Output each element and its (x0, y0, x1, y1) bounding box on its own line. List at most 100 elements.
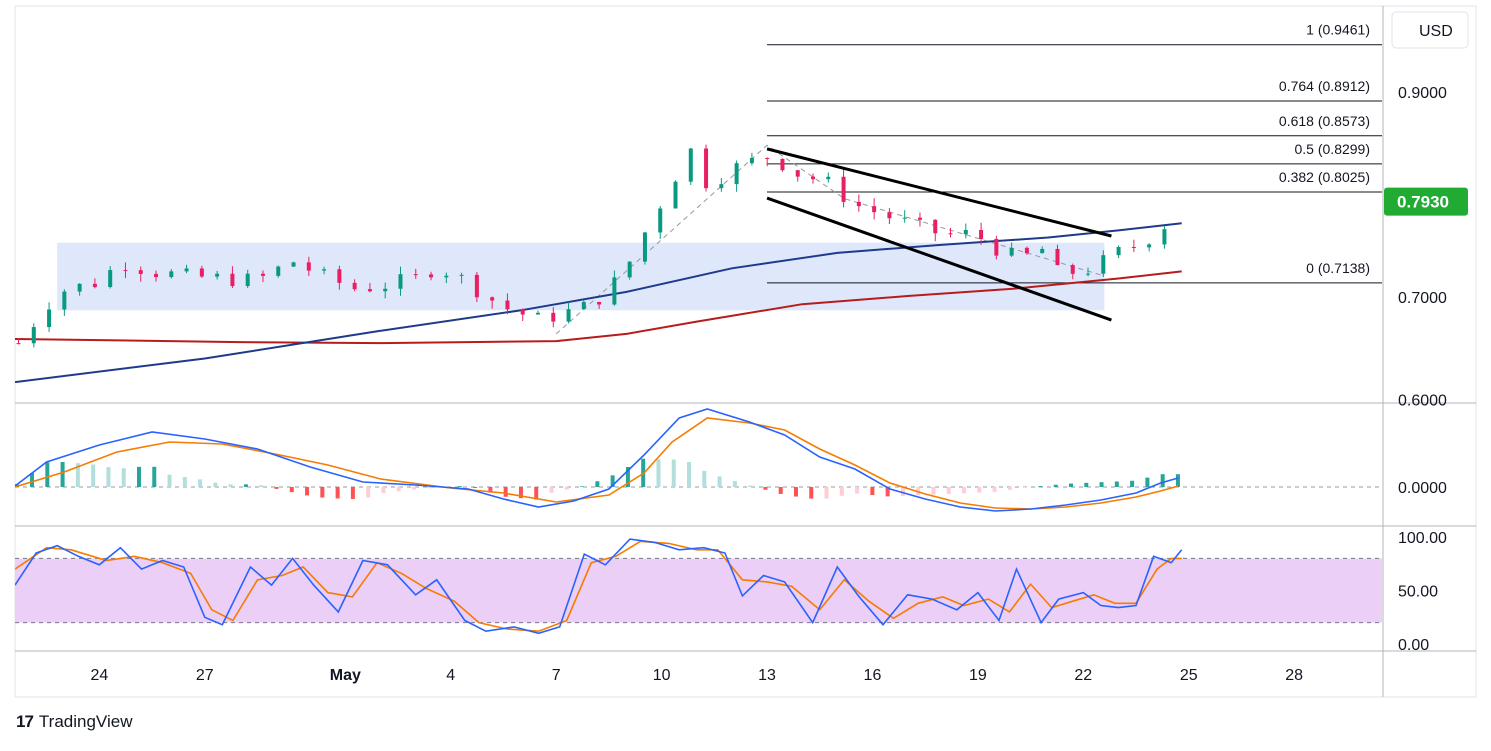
candle-body (1009, 247, 1014, 256)
candle (123, 262, 128, 279)
candle-body (1162, 229, 1167, 245)
macd-pane[interactable] (15, 408, 1382, 512)
candle-body (184, 268, 189, 272)
macd-histogram-bar (518, 487, 523, 499)
candle (184, 264, 189, 274)
fib-level-label: 0.5 (0.8299) (1295, 141, 1371, 157)
candle (917, 212, 922, 227)
macd-histogram-bar (488, 487, 493, 493)
candle-body (535, 312, 540, 315)
candle-body (291, 262, 296, 267)
candle (474, 271, 479, 303)
time-tick-label: 4 (446, 667, 455, 684)
oscillator-tick-label: 100.00 (1398, 530, 1447, 547)
candle-body (749, 158, 754, 164)
macd-histogram-bar (75, 463, 80, 487)
candle (505, 293, 510, 315)
candle (108, 266, 113, 289)
fib-level-label: 0.764 (0.8912) (1279, 78, 1370, 94)
candle-body (352, 282, 357, 290)
candle (566, 302, 571, 324)
macd-histogram-bar (45, 462, 50, 487)
descending-channel (766, 147, 1112, 322)
macd-histogram-bar (30, 473, 35, 487)
chart-canvas[interactable]: 1 (0.9461) 0.764 (0.8912) 0.618 (0.8573) 0.… (0, 0, 1491, 706)
candle (887, 208, 892, 224)
oscillator-axis: 100.00 50.00 0.00 (1398, 530, 1447, 654)
candle-body (276, 266, 281, 276)
time-tick-label: 24 (90, 667, 108, 684)
candle-body (856, 201, 861, 207)
tradingview-logo[interactable]: 17 TradingView (16, 712, 132, 732)
price-pane[interactable] (15, 44, 1382, 384)
macd-histogram-bar (717, 476, 722, 487)
candle-body (581, 301, 586, 310)
macd-histogram-bar (136, 466, 141, 487)
candle (1055, 244, 1060, 266)
moving-average-fast (15, 222, 1182, 384)
macd-tick-label: 0.0000 (1398, 480, 1447, 497)
candle-body (1147, 244, 1152, 248)
macd-histogram-bar (503, 487, 508, 497)
macd-histogram-bar (824, 487, 829, 499)
macd-histogram-bar (182, 477, 187, 487)
candle (642, 231, 647, 265)
last-price-badge: 0.7930 (1384, 187, 1468, 216)
candle-body (413, 274, 418, 276)
macd-histogram-bar (320, 487, 325, 498)
candle-body (306, 262, 311, 271)
candle (535, 310, 540, 315)
candle (337, 265, 342, 290)
macd-histogram-bar (809, 487, 814, 499)
time-tick-label: 27 (196, 667, 214, 684)
time-tick-label: 16 (864, 667, 882, 684)
macd-histogram-bar (198, 479, 203, 487)
macd-histogram-bar (259, 485, 264, 487)
candle-body (811, 176, 816, 180)
macd-histogram-bar (656, 459, 661, 487)
oscillator-pane[interactable] (15, 538, 1382, 635)
macd-histogram-bar (625, 467, 630, 487)
macd-histogram-bar (702, 470, 707, 487)
currency-button[interactable]: USD (1391, 11, 1469, 49)
candle-body (383, 288, 388, 292)
candle-body (31, 327, 36, 344)
candle-body (1024, 247, 1029, 254)
candle-body (642, 232, 647, 262)
macd-histogram-bar (335, 487, 340, 499)
candle (597, 301, 602, 309)
candle (826, 172, 831, 183)
candle (444, 272, 449, 283)
candle (490, 296, 495, 309)
candle-body (994, 238, 999, 256)
candle (459, 272, 464, 284)
oscillator-tick-label: 50.00 (1398, 584, 1438, 601)
candle (367, 283, 372, 293)
candle (92, 278, 97, 289)
candle-body (688, 148, 693, 182)
candle-body (627, 261, 632, 278)
candle-body (612, 277, 617, 305)
last-price-value: 0.7930 (1397, 193, 1449, 212)
candle (1147, 243, 1152, 252)
price-tick-label: 0.7000 (1398, 290, 1447, 307)
candle (230, 266, 235, 288)
macd-histogram-bar (91, 464, 96, 487)
macd-histogram-bar (580, 486, 585, 487)
time-tick-label: 13 (758, 667, 776, 684)
candle (673, 180, 678, 209)
candle-body (245, 273, 250, 287)
macd-histogram-bar (473, 487, 478, 488)
candle (963, 223, 968, 239)
macd-histogram-bar (1145, 477, 1150, 487)
macd-line (15, 408, 1179, 512)
price-tick-label: 0.6000 (1398, 393, 1447, 410)
macd-histogram-bar (946, 487, 951, 494)
macd-histogram-bar (732, 480, 737, 487)
candle (1101, 250, 1106, 277)
candle-body (444, 275, 449, 278)
candle (749, 152, 754, 166)
candle-body (1040, 248, 1045, 254)
candle (1131, 239, 1136, 253)
candle-body (154, 273, 159, 278)
